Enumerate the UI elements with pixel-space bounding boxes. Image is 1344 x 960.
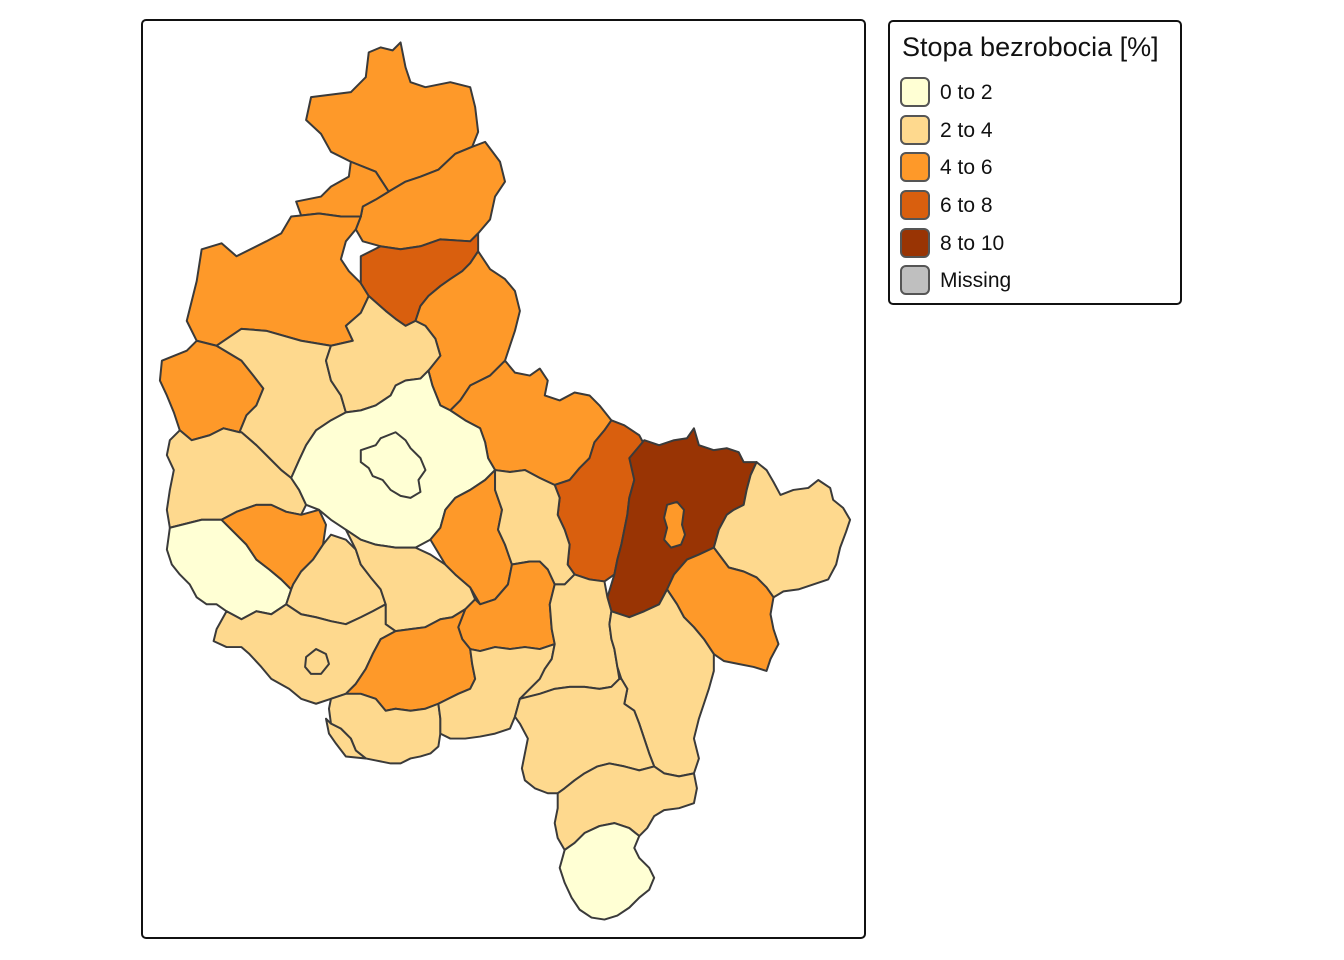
legend-swatch	[900, 152, 930, 182]
region-south-7	[324, 717, 367, 760]
legend-item-0-2: 0 to 2	[900, 77, 1170, 111]
legend-swatch	[900, 265, 930, 295]
region-east-2-city	[663, 500, 686, 549]
choropleth-map	[158, 41, 852, 921]
legend-item-2-4: 2 to 4	[900, 115, 1170, 149]
legend-label: 0 to 2	[940, 81, 993, 104]
legend-label: 8 to 10	[940, 232, 1005, 255]
legend-item-8-10: 8 to 10	[900, 228, 1170, 262]
region-south-tip	[558, 822, 656, 921]
legend-item-4-6: 4 to 6	[900, 152, 1170, 186]
region-north-west-2	[185, 212, 370, 347]
legend-item-missing: Missing	[900, 265, 1170, 299]
region-south-1-city	[304, 648, 330, 675]
legend-title: Stopa bezrobocia [%]	[902, 32, 1159, 62]
region-north-west-1	[295, 160, 390, 218]
legend-swatch	[900, 228, 930, 258]
map-panel	[141, 19, 866, 939]
legend-swatch	[900, 190, 930, 220]
legend-swatch	[900, 115, 930, 145]
legend-label: 4 to 6	[940, 156, 993, 179]
legend: Stopa bezrobocia [%] 0 to 2 2 to 4 4 to …	[888, 20, 1182, 305]
legend-label: 6 to 8	[940, 194, 993, 217]
legend-label: Missing	[940, 269, 1012, 292]
region-center-city	[359, 431, 427, 499]
legend-item-6-8: 6 to 8	[900, 190, 1170, 224]
legend-swatch	[900, 77, 930, 107]
legend-label: 2 to 4	[940, 119, 993, 142]
